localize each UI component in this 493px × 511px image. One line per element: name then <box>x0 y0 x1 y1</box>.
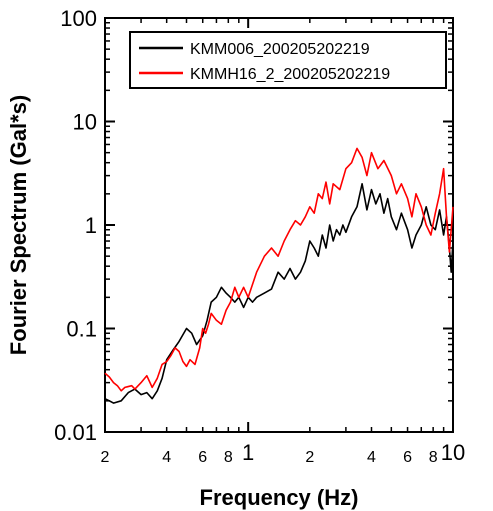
y-tick-label: 100 <box>60 6 97 31</box>
y-tick-label: 0.01 <box>54 420 97 445</box>
x-minor-tick-label: 4 <box>162 449 171 466</box>
x-minor-tick-label: 6 <box>198 449 207 466</box>
legend: KMM006_200205202219 KMMH16_2_20020520221… <box>129 31 447 89</box>
series-layer <box>104 147 454 404</box>
x-tick-label: 1 <box>242 440 254 465</box>
x-minor-tick-label: 8 <box>224 449 233 466</box>
y-axis-title: Fourier Spectrum (Gal*s) <box>6 95 31 355</box>
x-axis-title: Frequency (Hz) <box>200 485 359 510</box>
legend-label-series-1: KMM006_200205202219 <box>190 41 370 58</box>
y-tick-label: 10 <box>73 110 97 135</box>
legend-box <box>129 31 447 89</box>
y-tick-label: 1 <box>85 213 97 238</box>
x-minor-tick-label: 4 <box>367 449 376 466</box>
legend-label-series-2: KMMH16_2_200205202219 <box>190 66 390 83</box>
x-minor-tick-label: 6 <box>403 449 412 466</box>
y-tick-label: 0.1 <box>66 317 97 342</box>
x-minor-tick-label: 2 <box>305 449 314 466</box>
x-minor-tick-label: 8 <box>429 449 438 466</box>
x-minor-tick-label: 2 <box>101 449 110 466</box>
x-tick-label: 10 <box>441 440 465 465</box>
series-line-2 <box>104 147 454 392</box>
series-line-1 <box>104 183 454 404</box>
